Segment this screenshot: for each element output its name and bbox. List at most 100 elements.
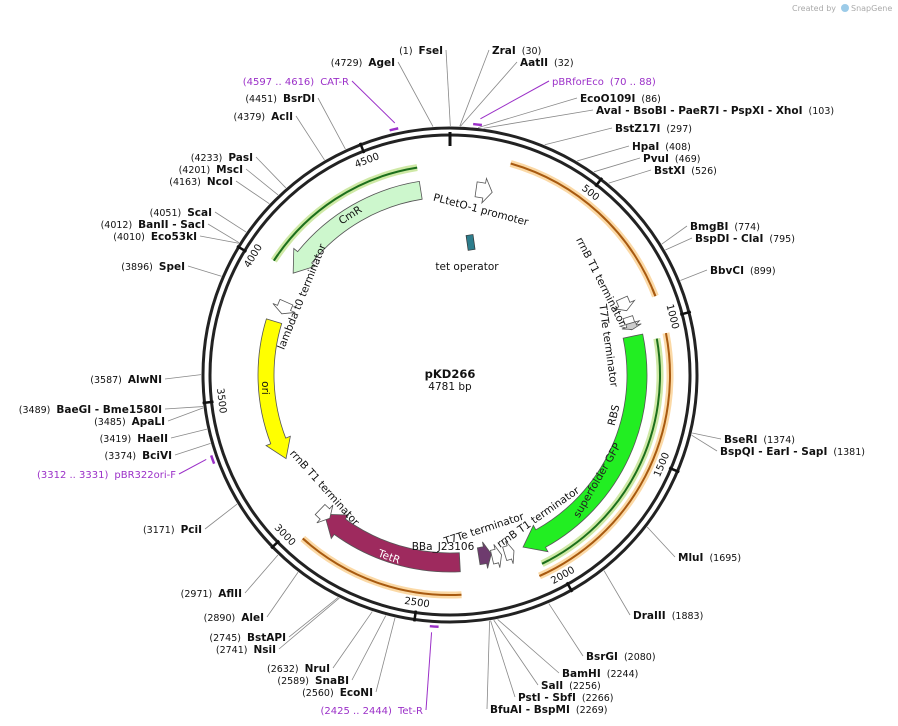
primer-range: (4597 .. 4616) — [243, 77, 315, 88]
site-name: SnaBI — [315, 675, 349, 687]
site-leader — [548, 603, 584, 657]
terminator-arrow — [490, 544, 502, 568]
site-leader — [680, 269, 708, 281]
terminator-arrow — [272, 298, 296, 315]
tick-mark — [270, 539, 280, 550]
site-leader — [665, 237, 693, 251]
site-leader — [544, 127, 613, 146]
site-position: (297) — [666, 124, 692, 135]
feature-line-head — [541, 559, 550, 565]
site-name: AvaI - BsoBI - PaeR7I - PspXI - XhoI — [596, 105, 803, 117]
site-name: PciI — [181, 524, 202, 536]
watermark-logo — [841, 4, 849, 12]
feature-label: RBS — [606, 403, 623, 427]
rbs-mark — [621, 321, 642, 330]
cmr-arrow — [292, 180, 423, 274]
site-position: (103) — [809, 106, 835, 117]
site-leader — [278, 597, 340, 650]
site-leader — [199, 235, 239, 244]
tick-label: 1000 — [663, 303, 680, 330]
backbone-outer — [201, 126, 699, 624]
site-name: PvuI — [643, 153, 669, 165]
site-name: NcoI — [207, 176, 233, 188]
site-name: HaeII — [137, 433, 168, 445]
site-name: AatII — [520, 57, 548, 69]
site-leader — [593, 157, 641, 173]
site-leader — [244, 554, 279, 594]
site-leader — [493, 619, 539, 686]
site-position: (4201) — [179, 165, 211, 176]
site-position: (4010) — [113, 232, 145, 243]
site-leader — [245, 168, 279, 196]
site-name: BstZ17I — [615, 123, 660, 135]
site-leader — [235, 180, 270, 205]
primer-leader — [480, 80, 550, 120]
primer-mark — [389, 127, 399, 132]
site-position: (1381) — [833, 447, 865, 458]
site-leader — [295, 115, 325, 161]
primer-range: (70 .. 88) — [610, 77, 656, 88]
site-leader — [486, 620, 490, 710]
site-leader — [167, 407, 204, 422]
feature-line — [510, 162, 657, 297]
site-leader — [577, 145, 630, 162]
site-leader — [375, 617, 396, 693]
tick-label: 2500 — [404, 596, 431, 611]
terminator-arrow — [612, 295, 636, 312]
site-leader — [497, 619, 560, 674]
site-position: (2560) — [302, 688, 334, 699]
site-position: (2256) — [569, 681, 601, 692]
site-position: (1374) — [763, 435, 795, 446]
site-position: (795) — [769, 234, 795, 245]
site-name: AleI — [241, 612, 264, 624]
site-name: AclI — [271, 111, 293, 123]
primer-leader — [351, 80, 396, 124]
terminator-arrow — [502, 540, 515, 564]
primer-range: (2425 .. 2444) — [321, 706, 393, 717]
site-name: ZraI — [492, 45, 516, 57]
tick-mark — [358, 142, 366, 154]
site-position: (4379) — [234, 112, 266, 123]
site-position: (2741) — [216, 645, 248, 656]
primer-name: pBR322ori-F — [114, 470, 176, 481]
site-position: (1) — [399, 46, 412, 57]
site-name: BciVI — [142, 450, 172, 462]
site-position: (4012) — [101, 220, 133, 231]
tet-operator-box — [465, 234, 476, 251]
site-position: (2589) — [277, 676, 309, 687]
site-leader — [661, 225, 688, 245]
site-leader — [255, 156, 287, 189]
primer-leader — [178, 459, 207, 475]
site-leader — [332, 611, 373, 669]
primer-range: (3312 .. 3331) — [37, 470, 109, 481]
site-name: BspDI - ClaI — [695, 233, 763, 245]
site-leader — [445, 49, 451, 127]
primer-mark — [473, 122, 483, 127]
site-leader — [477, 97, 578, 128]
site-leader — [174, 443, 211, 456]
site-name: BspQI - EarI - SapI — [720, 446, 827, 458]
site-name: SpeI — [159, 261, 185, 273]
site-position: (4729) — [331, 58, 363, 69]
site-leader — [214, 211, 247, 233]
site-position: (2266) — [582, 693, 614, 704]
site-position: (526) — [691, 166, 717, 177]
features — [257, 160, 674, 599]
primer-mark — [209, 455, 216, 465]
primer-leader — [425, 632, 433, 711]
site-name: NsiI — [253, 644, 276, 656]
site-leader — [266, 572, 299, 618]
feature-line-head — [273, 253, 279, 262]
site-name: EcoNI — [340, 687, 373, 699]
site-name: AlwNI — [128, 374, 162, 386]
primer-name: CAT-R — [320, 77, 349, 88]
site-name: BstXI — [654, 165, 685, 177]
site-leader — [603, 570, 631, 616]
feature-line — [541, 338, 661, 565]
tick-mark — [236, 244, 248, 253]
site-leader — [317, 97, 346, 150]
feature-line — [539, 332, 671, 577]
feature-highlight — [509, 160, 659, 298]
site-leader — [207, 223, 240, 244]
